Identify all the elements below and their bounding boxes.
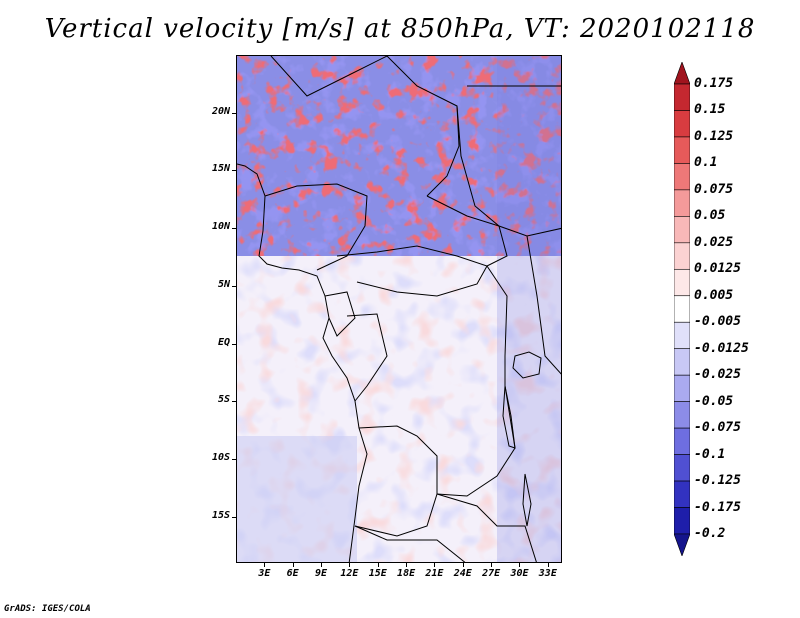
lon-tick-mark	[519, 563, 521, 567]
colorbar-segment	[674, 242, 690, 270]
lake-tanganyika	[502, 385, 516, 449]
east-field-shade	[497, 56, 561, 562]
lat-tick-mark	[232, 112, 236, 114]
colorbar-segment	[674, 136, 690, 164]
colorbar-tick-label: 0.15	[694, 102, 726, 118]
velocity-field	[237, 56, 561, 562]
lat-tick-mark	[232, 516, 236, 518]
colorbar-tick-label: -0.125	[694, 473, 741, 489]
lon-tick-label: 27E	[482, 568, 501, 579]
colorbar-tick-label: -0.05	[694, 393, 734, 409]
lat-tick-mark	[232, 401, 236, 403]
lat-tick-label: 15S	[211, 509, 230, 521]
lon-tick-label: 3E	[258, 568, 271, 579]
lon-tick-mark	[406, 563, 408, 567]
colorbar-segment	[674, 110, 690, 138]
vertical-velocity-map	[236, 55, 562, 563]
lat-tick-label: 20N	[211, 105, 230, 117]
colorbar-bottom-arrow	[674, 533, 690, 556]
colorbar-tick-label: -0.005	[694, 314, 741, 330]
colorbar-segment	[674, 295, 690, 323]
colorbar-tick-label: 0.075	[694, 181, 734, 197]
border-south-sudan	[426, 195, 508, 267]
colorbar-segment	[674, 401, 690, 429]
lat-tick-label: 10N	[211, 221, 230, 233]
border-nigeria	[264, 183, 368, 271]
colorbar-tick-label: 0.0125	[694, 261, 741, 277]
colorbar-segment	[674, 454, 690, 482]
border-niger-chad	[270, 56, 388, 97]
colorbar-top-arrow	[674, 62, 690, 85]
colorbar-tick-label: -0.075	[694, 420, 741, 436]
lon-tick-mark	[462, 563, 464, 567]
lon-tick-label: 12E	[340, 568, 359, 579]
lat-tick-label: EQ	[217, 336, 230, 348]
colorbar-tick-label: 0.005	[694, 287, 734, 303]
border-sudan-ethiopia	[456, 105, 561, 237]
atlantic-south-field	[237, 436, 357, 562]
colorbar-segment	[674, 216, 690, 244]
colorbar-segment	[674, 374, 690, 402]
lon-tick-mark	[434, 563, 436, 567]
colorbar-segment	[674, 348, 690, 376]
lon-tick-label: 30E	[510, 568, 529, 579]
lon-tick-label: 24E	[453, 568, 472, 579]
lake-victoria-shore	[512, 351, 542, 379]
colorbar-tick-label: -0.175	[694, 499, 741, 515]
lon-tick-mark	[321, 563, 323, 567]
colorbar-segment	[674, 268, 690, 297]
lon-tick-label: 18E	[397, 568, 416, 579]
map-title: Vertical velocity [m/s] at 850hPa, VT: 2…	[44, 14, 756, 44]
colorbar-tick-label: 0.025	[694, 234, 734, 250]
lon-tick-mark	[491, 563, 493, 567]
lat-tick-label: 5N	[217, 278, 230, 290]
lat-tick-label: 5S	[217, 394, 230, 406]
lat-tick-label: 10S	[211, 452, 230, 464]
lon-tick-label: 33E	[538, 568, 557, 579]
lat-tick-mark	[232, 343, 236, 345]
border-drc-east	[436, 265, 516, 497]
lat-tick-mark	[232, 170, 236, 172]
lat-tick-mark	[232, 285, 236, 287]
colorbar-tick-label: -0.2	[694, 526, 726, 541]
lon-tick-mark	[547, 563, 549, 567]
colorbar-tick-label: -0.0125	[694, 340, 749, 356]
lon-tick-label: 9E	[315, 568, 328, 579]
colorbar-tick-label: -0.1	[694, 446, 726, 462]
border-gabon	[324, 291, 356, 337]
lon-tick-label: 21E	[425, 568, 444, 579]
grads-credit: GrADS: IGES/COLA	[4, 604, 91, 614]
border-kenya	[526, 235, 561, 375]
colorbar-segment	[674, 321, 690, 350]
lon-tick-mark	[264, 563, 266, 567]
colorbar-segment	[674, 163, 690, 191]
border-angola	[354, 425, 438, 537]
northern-field-texture	[237, 56, 561, 286]
lon-tick-mark	[377, 563, 379, 567]
lon-tick-label: 6E	[286, 568, 299, 579]
coastlines-and-borders	[237, 56, 561, 562]
lat-tick-label: 15N	[211, 163, 230, 175]
colorbar-segment	[674, 507, 690, 535]
colorbar-tick-label: -0.025	[694, 367, 741, 383]
colorbar-segment	[674, 480, 690, 508]
border-zambia	[436, 493, 537, 562]
colorbar-tick-label: 0.05	[694, 208, 726, 224]
lat-tick-mark	[232, 228, 236, 230]
colorbar-segment	[674, 427, 690, 455]
lon-tick-mark	[349, 563, 351, 567]
border-chad-sudan	[386, 56, 460, 197]
colorbar-tick-label: 0.1	[694, 155, 718, 171]
lat-tick-mark	[232, 459, 236, 461]
lake-malawi	[522, 473, 532, 527]
lon-tick-label: 15E	[368, 568, 387, 579]
border-namibia	[354, 525, 466, 562]
colorbar-tick-label: 0.125	[694, 128, 734, 144]
colorbar-segment	[674, 83, 690, 111]
lon-tick-mark	[292, 563, 294, 567]
colorbar	[674, 62, 690, 556]
colorbar-segment	[674, 189, 690, 217]
colorbar-tick-label: 0.175	[694, 76, 734, 91]
border-congo	[346, 313, 388, 402]
